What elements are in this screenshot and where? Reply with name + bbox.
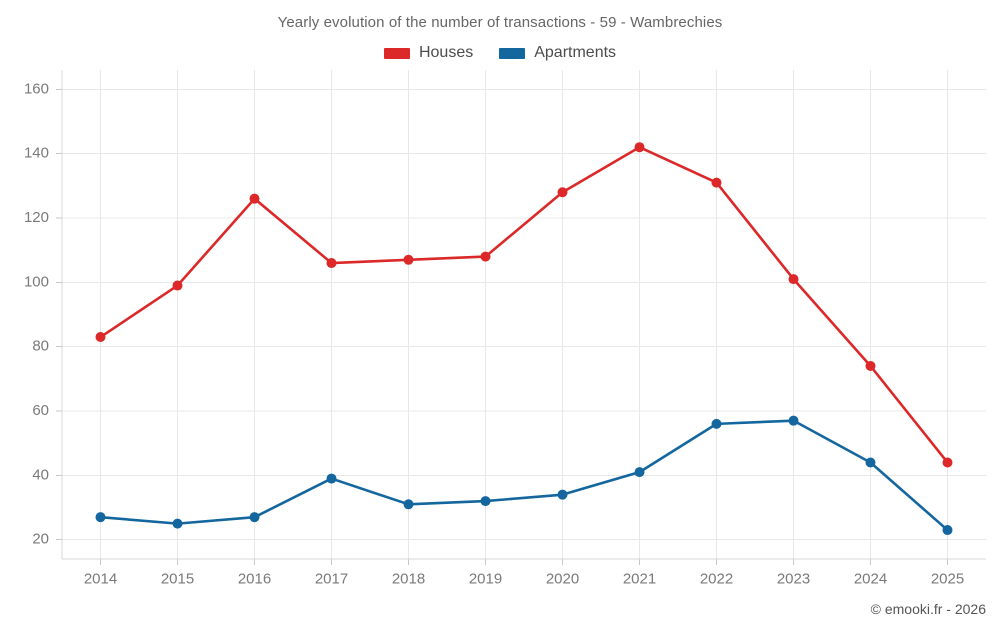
x-tick-label: 2022 [700,570,733,587]
chart-title: Yearly evolution of the number of transa… [277,14,723,31]
legend-swatch-apartments [499,47,526,59]
data-point-houses-2020[interactable] [557,187,568,198]
x-tick-label: 2020 [546,570,579,587]
data-point-apartments-2021[interactable] [634,467,645,478]
y-tick-label: 20 [32,531,49,548]
data-point-apartments-2025[interactable] [942,525,953,536]
data-point-houses-2014[interactable] [95,332,106,343]
y-tick-label: 40 [32,466,49,483]
data-point-apartments-2023[interactable] [788,415,799,426]
data-point-houses-2016[interactable] [249,193,260,204]
series-line-apartments [99,419,949,532]
data-point-apartments-2019[interactable] [480,496,491,507]
y-tick-label: 140 [24,145,49,162]
x-tick-label: 2017 [315,570,348,587]
data-point-apartments-2017[interactable] [326,473,337,484]
y-tick-label: 80 [32,338,49,355]
x-tick-label: 2021 [623,570,656,587]
data-point-apartments-2022[interactable] [711,418,722,429]
chart-legend: Houses Apartments [0,44,1000,62]
x-axis-ticks: 2014 2015 2016 2017 2018 2019 2020 2021 2022 2023… [84,570,964,587]
y-tick-label: 100 [24,273,49,290]
data-point-apartments-2014[interactable] [95,512,106,523]
legend-swatch-houses [383,47,410,59]
data-point-houses-2019[interactable] [480,251,491,262]
x-tick-label: 2024 [854,570,887,587]
series-line-houses [99,145,949,464]
y-axis-ticks: 20 40 60 80 100 120 140 160 [24,80,49,547]
data-point-apartments-2015[interactable] [172,518,183,529]
data-point-apartments-2024[interactable] [865,457,876,468]
legend-item-apartments[interactable]: Apartments [499,44,616,62]
x-tick-label: 2019 [469,570,502,587]
data-point-houses-2017[interactable] [326,258,337,269]
x-tick-label: 2014 [84,570,117,587]
data-point-houses-2021[interactable] [634,142,645,153]
data-point-houses-2022[interactable] [711,177,722,188]
x-tick-label: 2025 [931,570,964,587]
legend-item-houses[interactable]: Houses [383,44,474,62]
gridlines [56,70,986,565]
data-point-houses-2024[interactable] [865,360,876,371]
y-tick-label: 60 [32,402,49,419]
data-point-houses-2025[interactable] [942,457,953,468]
x-tick-label: 2015 [161,570,194,587]
data-point-houses-2023[interactable] [788,274,799,285]
x-tick-label: 2018 [392,570,425,587]
data-point-apartments-2018[interactable] [403,499,414,510]
data-series [95,142,953,536]
legend-label-apartments: Apartments [534,44,617,61]
x-tick-label: 2016 [238,570,271,587]
y-tick-label: 160 [24,80,49,97]
y-tick-label: 120 [24,209,49,226]
data-point-apartments-2016[interactable] [249,512,260,523]
data-point-houses-2015[interactable] [172,280,183,291]
x-tick-label: 2023 [777,570,810,587]
data-point-apartments-2020[interactable] [557,489,568,500]
legend-label-houses: Houses [418,44,474,61]
data-point-houses-2018[interactable] [403,254,414,265]
footer-credit: © emooki.fr - 2026 [870,601,986,617]
